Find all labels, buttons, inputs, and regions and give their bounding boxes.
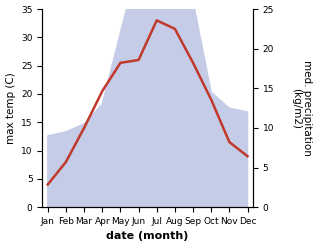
Y-axis label: med. precipitation
(kg/m2): med. precipitation (kg/m2) <box>291 60 313 156</box>
Y-axis label: max temp (C): max temp (C) <box>5 72 16 144</box>
X-axis label: date (month): date (month) <box>107 231 189 242</box>
